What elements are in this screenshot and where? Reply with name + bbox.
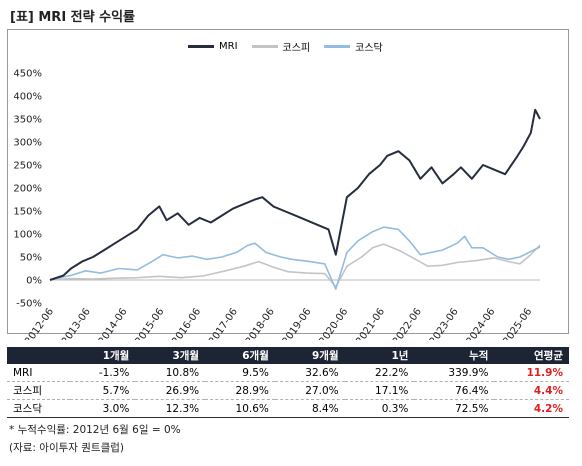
table-cell: 32.6% [274,364,345,382]
y-tick-label: 350% [13,115,42,126]
annual-return-cell: 4.2% [494,399,569,418]
y-tick-label: 50% [20,253,42,264]
header-cell [7,347,71,364]
table-cell: 0.3% [344,399,415,418]
y-tick-label: -50% [16,299,42,310]
series-line-mri [49,108,541,281]
table-cell: 27.0% [274,381,345,400]
table-row: MRI -1.3% 10.8% 9.5% 32.6% 22.2% 339.9% … [7,364,569,382]
header-cell: 9개월 [274,347,345,364]
x-tick-label: 2024-06 [465,306,498,340]
y-tick-label: 0% [26,276,42,287]
x-tick-label: 2012-06 [23,306,56,340]
x-axis-ticks: 2012-06 2013-06 2014-06 2015-06 2016-06 2017-… [23,306,534,340]
chart-frame [7,29,569,334]
table-cell: 76.4% [414,381,495,400]
header-cell: 1개월 [70,347,136,364]
row-label: 코스닥 [7,399,71,418]
table-row: 코스닥 3.0% 12.3% 10.6% 8.4% 0.3% 72.5% 4.2… [7,399,569,418]
table-cell: 28.9% [205,381,275,400]
table-cell: -1.3% [70,364,136,382]
x-tick-label: 2022-06 [391,306,424,340]
row-label: 코스피 [7,381,71,400]
header-cell: 누적 [414,347,495,364]
legend-label-kospi: 코스피 [282,43,311,54]
x-tick-label: 2013-06 [60,306,93,340]
table-cell: 26.9% [135,381,206,400]
footnote-source: (자료: 아이투자 퀀트클럽) [9,442,125,454]
footnote-cumulative: * 누적수익률: 2012년 6월 6일 = 0% [9,424,181,436]
table-cell: 17.1% [344,381,415,400]
legend: MRI 코스피 코스닥 [188,39,397,54]
y-tick-label: 100% [13,230,42,241]
legend-swatch-kosdaq [324,45,351,48]
legend-swatch-kospi [251,45,278,48]
line-chart: -50% 0% 50% 100% 150% 200% 250% 300% 350% 400% 450… [13,69,541,340]
x-tick-label: 2015-06 [133,306,166,340]
table-cell: 5.7% [70,381,136,400]
y-tick-label: 150% [13,207,42,218]
x-tick-label: 2023-06 [428,306,461,340]
legend-label-mri: MRI [219,41,238,52]
annual-return-cell: 11.9% [494,364,569,382]
table-cell: 3.0% [70,399,136,418]
returns-table: 1개월 3개월 6개월 9개월 1년 누적 연평균 MRI -1.3% 10.8… [7,347,569,418]
x-tick-label: 2017-06 [207,306,240,340]
x-tick-label: 2018-06 [244,306,277,340]
legend-swatch-mri [188,45,214,48]
x-tick-label: 2019-06 [281,306,314,340]
series-lines [49,108,541,291]
table-header-row: 1개월 3개월 6개월 9개월 1년 누적 연평균 [7,347,569,364]
y-tick-label: 300% [13,138,42,149]
table-cell: 10.8% [135,364,206,382]
table-cell: 72.5% [414,399,495,418]
table-cell: 9.5% [205,364,275,382]
header-cell: 6개월 [205,347,275,364]
y-tick-label: 200% [13,184,42,195]
annual-return-cell: 4.4% [494,381,569,400]
y-tick-label: 400% [13,92,42,103]
header-cell: 3개월 [135,347,206,364]
table-cell: 10.6% [205,399,275,418]
header-cell: 연평균 [494,347,569,364]
y-tick-label: 250% [13,161,42,172]
x-tick-label: 2021-06 [354,306,387,340]
table-cell: 22.2% [344,364,415,382]
row-label: MRI [7,364,71,382]
table-cell: 12.3% [135,399,206,418]
table-row: 코스피 5.7% 26.9% 28.9% 27.0% 17.1% 76.4% 4… [7,381,569,400]
table-cell: 8.4% [274,399,345,418]
y-tick-label: 450% [13,69,42,80]
x-tick-label: 2016-06 [170,306,203,340]
x-tick-label: 2020-06 [317,306,350,340]
y-axis-ticks: -50% 0% 50% 100% 150% 200% 250% 300% 350% 400% 450… [13,69,42,310]
table-cell: 339.9% [414,364,495,382]
x-tick-label: 2014-06 [97,306,130,340]
chart-title: [표] MRI 전략 수익률 [10,10,136,25]
legend-item-kospi: 코스피 [251,39,311,54]
header-cell: 1년 [344,347,415,364]
x-tick-label: 2025-06 [501,306,534,340]
legend-item-kosdaq: 코스닥 [324,39,383,54]
legend-label-kosdaq: 코스닥 [355,43,383,54]
legend-item-mri: MRI [188,41,238,52]
series-line-kosdaq [49,226,541,291]
